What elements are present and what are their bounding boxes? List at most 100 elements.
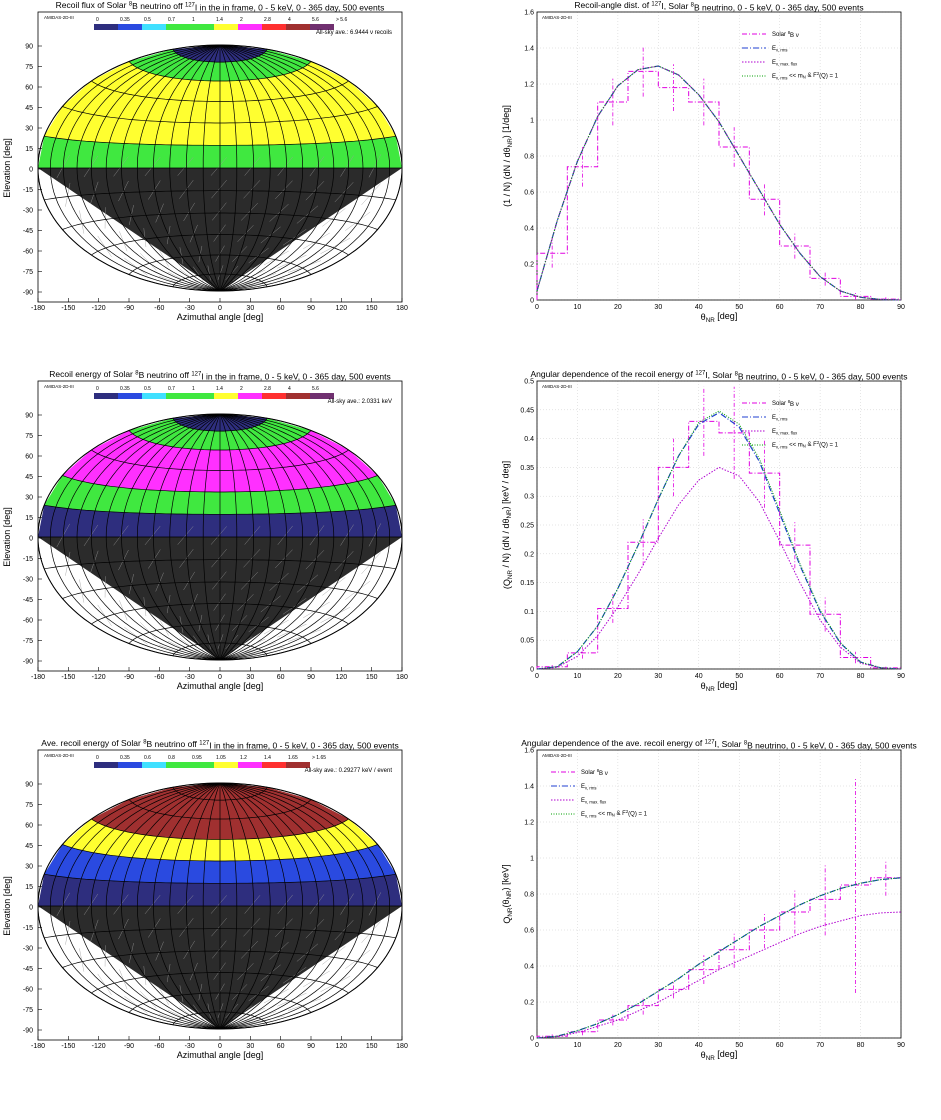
y-tick-label: 75	[25, 64, 33, 71]
series-rms-line	[537, 413, 901, 669]
y-tick-label: 0.8	[524, 154, 534, 161]
scale-label: 2	[240, 17, 243, 23]
x-tick-label: -180	[31, 674, 45, 681]
scale-swatch	[118, 24, 142, 30]
x-tick-label: 150	[366, 674, 378, 681]
scale-label: 5.6	[312, 17, 319, 23]
text-part: 127	[705, 739, 715, 745]
y-tick-label: 0.1	[524, 609, 534, 616]
x-tick-label: 10	[574, 304, 582, 311]
x-tick-label: 20	[614, 673, 622, 680]
y-tick-label: 0.5	[524, 379, 534, 386]
text-part: ν, rms	[776, 444, 787, 449]
text-part: (Q) = 1	[628, 812, 648, 818]
series-rms-line	[537, 66, 901, 300]
text-part: NR	[507, 570, 514, 580]
series-rms-limit-line	[537, 411, 901, 669]
y-tick-label: -90	[23, 1028, 33, 1035]
scale-swatch	[94, 24, 118, 30]
scale-swatch	[118, 762, 142, 768]
y-tick-label: 0.35	[520, 465, 534, 472]
text-part: & F	[806, 73, 817, 79]
x-tick-label: 30	[654, 1042, 662, 1049]
y-axis-label: Elevation [deg]	[2, 138, 12, 198]
legend-label: Eν, rms​	[772, 415, 787, 421]
scale-swatch	[238, 24, 262, 30]
x-tick-label: -30	[185, 1043, 195, 1050]
y-tick-label: 0	[530, 1036, 534, 1043]
text-part: Recoil energy of Solar	[49, 369, 135, 379]
text-part: ) [1/deg]	[501, 105, 511, 138]
sky-texture	[277, 624, 306, 637]
scale-swatch	[262, 24, 286, 30]
scale-swatch	[286, 393, 310, 399]
y-tick-label: 15	[25, 515, 33, 522]
chart-tag: AMIDAS-2D-III	[542, 753, 572, 758]
legend-label: Eν, max. flux​	[581, 798, 607, 804]
sky-texture	[288, 261, 321, 273]
text-part: B neutrino off	[132, 1, 185, 11]
text-part: << m	[787, 442, 802, 448]
y-tick-label: 45	[25, 105, 33, 112]
y-tick-label: -60	[23, 987, 33, 994]
text-part: I in the in frame, 0 - 5 keV, 0 - 365 da…	[209, 740, 398, 750]
text-part: I, Solar	[715, 739, 744, 749]
x-tick-label: 60	[776, 1042, 784, 1049]
x-tick-label: 80	[857, 673, 865, 680]
sky-texture	[277, 255, 306, 268]
chart-tag: AMIDAS-2D-III	[542, 15, 572, 20]
x-tick-label: 50	[735, 673, 743, 680]
y-tick-label: -45	[23, 228, 33, 235]
skymap-tag: AMIDAS-2D-III	[44, 15, 74, 20]
x-axis-label: Azimuthal angle [deg]	[177, 312, 264, 322]
sky-texture	[288, 630, 321, 642]
legend: Solar 8​B νEν, rms​Eν, max. flux​Eν, rms…	[742, 30, 839, 80]
scale-swatch	[286, 24, 310, 30]
x-tick-label: -60	[154, 674, 164, 681]
y-tick-label: 15	[25, 146, 33, 153]
x-tick-label: 150	[366, 305, 378, 312]
legend-label: Eν, rms​	[772, 46, 787, 52]
skymap-panel: Recoil energy of Solar 8​B neutrino off …	[2, 369, 408, 691]
scale-label: > 5.6	[336, 17, 347, 23]
skymap-panel: Ave. recoil energy of Solar 8​B neutrino…	[2, 738, 408, 1060]
y-tick-label: -75	[23, 269, 33, 276]
y-tick-label: 0.15	[520, 580, 534, 587]
text-part: B neutrino, 0 - 5 keV, 0 - 365 day, 500 …	[747, 740, 917, 750]
scale-swatch	[142, 393, 166, 399]
skymap-title: Ave. recoil energy of Solar 8​B neutrino…	[41, 738, 398, 750]
x-axis-label: Azimuthal angle [deg]	[177, 681, 264, 691]
text-part: / N) (dN / dθ	[501, 519, 511, 571]
scale-label: 0.6	[144, 755, 151, 761]
text-part: I in the in frame, 0 - 5 keV, 0 - 365 da…	[195, 2, 384, 12]
x-tick-label: 0	[218, 674, 222, 681]
sky-texture	[277, 993, 306, 1006]
text-part: (1 / N) (dN / dθ	[502, 147, 512, 207]
scale-label: 5.6	[312, 386, 319, 392]
scale-swatch	[262, 762, 286, 768]
legend-label: Solar 8​B ν	[772, 30, 799, 39]
y-tick-label: 0.3	[524, 494, 534, 501]
scale-label: 1.4	[216, 386, 223, 392]
x-tick-label: 60	[277, 1043, 285, 1050]
x-tick-label: 0	[535, 1042, 539, 1049]
scale-swatch	[262, 393, 286, 399]
text-part: ν, rms	[776, 47, 787, 52]
scale-swatch	[214, 762, 238, 768]
text-part: (θ	[501, 899, 511, 907]
text-part: 127	[191, 371, 201, 377]
sky-texture	[288, 999, 321, 1011]
y-tick-label: 75	[25, 802, 33, 809]
text-part: ν, max. flux	[585, 799, 607, 804]
x-axis-label: θNR​ [deg]	[701, 680, 738, 693]
skymap-panel: Recoil flux of Solar 8​B neutrino off 12…	[2, 0, 408, 322]
y-tick-label: 0	[530, 298, 534, 305]
x-tick-label: 40	[695, 1042, 703, 1049]
scale-label: 0	[96, 755, 99, 761]
scale-label: 0.7	[168, 17, 175, 23]
text-part: B ν	[790, 402, 799, 408]
scale-swatch	[142, 24, 166, 30]
scale-label: 0.5	[144, 386, 151, 392]
